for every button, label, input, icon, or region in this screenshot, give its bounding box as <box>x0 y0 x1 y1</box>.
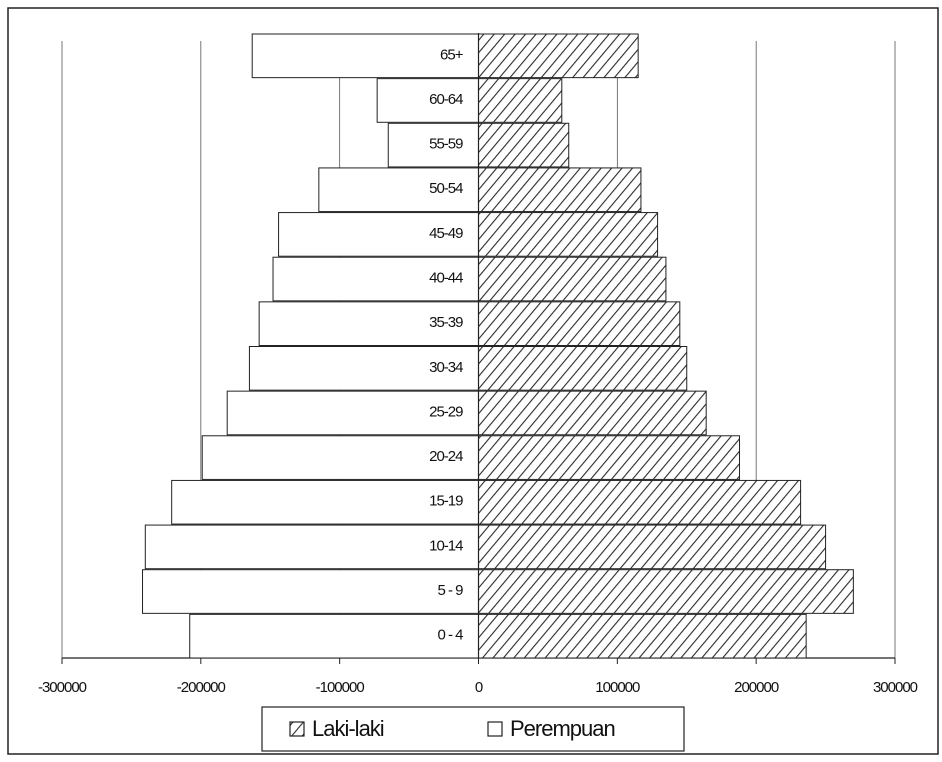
category-label: 20-24 <box>429 448 463 465</box>
category-label: 10-14 <box>429 537 463 554</box>
bar <box>479 168 641 212</box>
bar <box>479 79 562 123</box>
legend-label: Perempuan <box>510 716 615 741</box>
bar <box>479 347 687 391</box>
category-label: 15-19 <box>429 493 463 510</box>
page: Laki-laki Perempuan -300000 -200000 -100000… <box>0 0 942 762</box>
bar <box>377 79 478 123</box>
x-tick-label: -200000 <box>177 679 226 696</box>
category-label: 30-34 <box>429 359 463 376</box>
x-tick-label: -300000 <box>38 679 87 696</box>
x-tick-label: 100000 <box>595 679 640 696</box>
bar <box>143 570 479 614</box>
bar <box>479 123 569 167</box>
category-label: 25-29 <box>429 403 463 420</box>
category-label: 5 - 9 <box>437 582 463 599</box>
bar <box>479 570 854 614</box>
category-label: 35-39 <box>429 314 463 331</box>
category-label: 40-44 <box>429 270 463 287</box>
legend-label: Laki-laki <box>312 716 384 741</box>
category-label: 65+ <box>440 46 464 63</box>
category-label: 45-49 <box>429 225 463 242</box>
bar <box>190 614 479 658</box>
chart: Laki-laki Perempuan -300000 -200000 -100000… <box>0 0 942 757</box>
bar <box>479 213 658 257</box>
bar <box>479 257 666 301</box>
legend-swatch <box>488 722 502 736</box>
legend: Laki-laki Perempuan <box>262 707 684 751</box>
bar <box>479 302 680 346</box>
x-tick-label: 300000 <box>873 679 918 696</box>
legend-swatch <box>290 722 304 736</box>
bar <box>479 391 707 435</box>
x-tick-label: 0 <box>475 679 483 696</box>
bar <box>479 525 826 569</box>
category-label: 0 - 4 <box>437 627 463 644</box>
bar <box>479 480 801 524</box>
category-label: 50-54 <box>429 180 463 197</box>
bar <box>479 34 639 78</box>
x-tick-label: -100000 <box>316 679 365 696</box>
category-label: 55-59 <box>429 136 463 153</box>
category-label: 60-64 <box>429 91 463 108</box>
bar <box>479 614 807 658</box>
x-tick-label: 200000 <box>734 679 779 696</box>
bar <box>479 436 740 480</box>
